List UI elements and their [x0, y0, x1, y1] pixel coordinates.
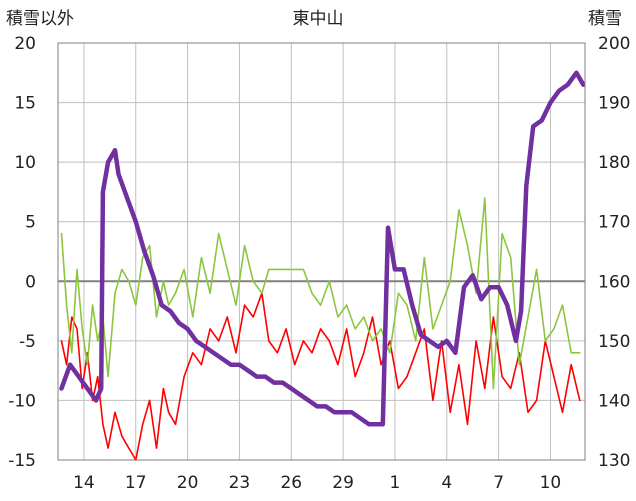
right-tick-label: 200	[598, 34, 630, 54]
x-tick-label: 29	[332, 473, 354, 493]
right-tick-label: 180	[598, 153, 630, 173]
right-tick-label: 170	[598, 213, 630, 233]
right-tick-label: 190	[598, 94, 630, 114]
left-tick-label: 5	[25, 213, 36, 233]
left-tick-label: -15	[8, 451, 36, 471]
series-line-3	[59, 70, 586, 427]
left-tick-label: -5	[19, 332, 36, 352]
left-axis-label: 積雪以外	[6, 9, 74, 29]
x-tick-label: 23	[229, 473, 251, 493]
x-tick-label: 20	[177, 473, 199, 493]
left-tick-label: 15	[14, 94, 36, 114]
plot-border	[57, 42, 586, 461]
left-tick-label: 20	[14, 34, 36, 54]
left-tick-label: 10	[14, 153, 36, 173]
x-tick-label: 14	[73, 473, 95, 493]
x-tick-labels: 14 17 20 23 26 29 1 4 7 10	[73, 473, 561, 493]
right-tick-label: 140	[598, 391, 630, 411]
left-tick-label: 0	[25, 272, 36, 292]
left-tick-labels: 20 15 10 5 0 -5 -10 -15	[8, 34, 36, 471]
x-tick-label: 4	[441, 473, 452, 493]
x-tick-label: 17	[125, 473, 147, 493]
x-tick-label: 26	[280, 473, 302, 493]
x-tick-label: 7	[493, 473, 504, 493]
right-tick-label: 130	[598, 451, 630, 471]
grid	[58, 42, 585, 461]
right-axis-label: 積雪	[588, 9, 622, 29]
x-tick-label: 1	[390, 473, 401, 493]
x-tick-label: 10	[540, 473, 562, 493]
series-layer	[59, 70, 586, 461]
series-line-1	[60, 292, 581, 461]
right-tick-label: 160	[598, 272, 630, 292]
right-tick-labels: 200 190 180 170 160 150 140 130	[598, 34, 630, 471]
chart-title: 東中山	[293, 9, 344, 29]
series-line-2	[60, 197, 581, 390]
right-tick-label: 150	[598, 332, 630, 352]
left-tick-label: -10	[8, 391, 36, 411]
